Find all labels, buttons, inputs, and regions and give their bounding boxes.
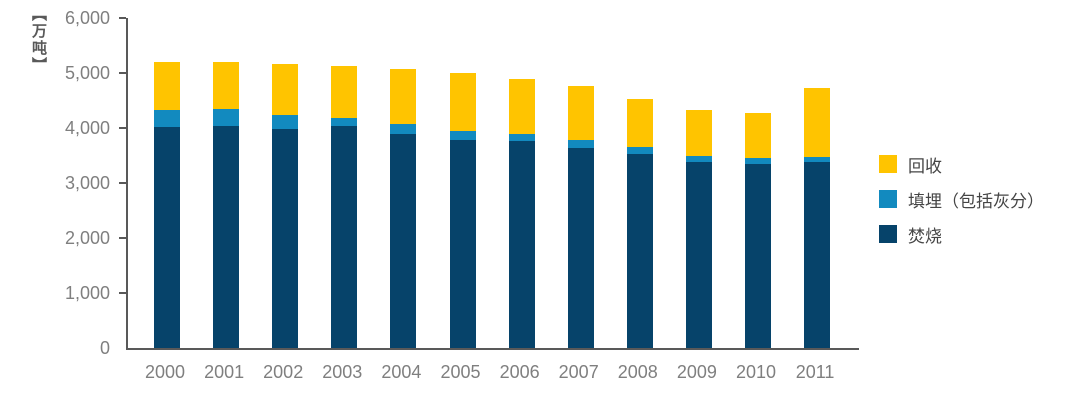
segment-recycling [745,113,771,159]
bar-2004 [390,69,417,348]
segment-incineration [272,128,299,348]
bar-2011 [804,87,831,348]
segment-incineration [508,141,535,348]
legend-entry-landfill: 填埋（包括灰分） [879,190,1044,211]
legend-swatch-recycling [879,155,897,173]
segment-recycling [154,62,180,111]
bar-2003 [331,65,358,348]
legend-entry-recycling: 回收 [879,155,942,176]
y-tick-label: 5,000 [64,63,110,83]
x-axis-label: 2004 [381,362,422,382]
bar-2000 [154,62,180,348]
x-axis-label: 2002 [263,362,304,382]
legend-label-landfill: 填埋（包括灰分） [908,191,1044,211]
segment-landfill [804,156,831,163]
segment-incineration [804,162,831,348]
x-axis-label: 2007 [558,362,599,382]
y-tick-mark [119,292,126,294]
segment-landfill [390,124,417,135]
segment-incineration [154,127,180,348]
y-tick-label: 4,000 [64,118,110,138]
x-axis-label: 2008 [617,362,658,382]
bar-2005 [449,73,476,348]
y-axis-unit-label: 【万吨】 [30,6,47,74]
legend-swatch-incineration [879,225,897,243]
segment-incineration [745,163,771,348]
x-axis-label: 2001 [204,362,245,382]
y-tick-label: 1,000 [64,283,110,303]
bar-2007 [567,86,594,348]
plot-area [119,17,859,350]
y-tick-mark [119,72,126,74]
segment-landfill [685,155,712,162]
segment-landfill [449,131,476,140]
segment-landfill [567,140,594,148]
x-axis-label: 2006 [499,362,540,382]
legend-swatch-landfill [879,190,897,208]
segment-landfill [626,147,653,155]
segment-incineration [685,161,712,348]
segment-incineration [390,134,417,348]
x-axis-label: 2000 [144,362,186,382]
y-tick-label: 6,000 [64,8,110,28]
x-axis-label: 2003 [322,362,363,382]
x-axis-label: 2010 [735,362,777,382]
segment-incineration [626,154,653,348]
legend-label-recycling: 回收 [908,156,942,176]
segment-landfill [508,133,535,142]
segment-recycling [567,86,594,141]
segment-recycling [685,110,712,156]
segment-recycling [331,65,358,118]
segment-recycling [626,98,653,148]
y-tick-mark [119,182,126,184]
segment-landfill [745,158,771,164]
segment-recycling [449,73,476,132]
y-tick-label: 3,000 [64,173,110,193]
segment-landfill [213,109,240,126]
y-tick-mark [119,17,126,19]
x-axis-label: 2011 [795,362,835,382]
segment-landfill [331,117,358,127]
segment-incineration [449,139,476,348]
segment-recycling [272,64,299,116]
bar-2002 [272,64,299,348]
bar-2008 [626,98,653,348]
segment-incineration [213,125,240,348]
y-tick-mark [119,237,126,239]
x-axis-label: 2009 [676,362,717,382]
segment-recycling [804,87,831,157]
y-tick-label: 0 [99,338,110,358]
bar-2001 [213,62,240,348]
legend-entry-incineration: 焚烧 [879,225,942,246]
bar-2006 [508,79,535,348]
segment-recycling [390,69,417,125]
bar-2009 [685,110,712,348]
legend-label-incineration: 焚烧 [908,226,942,246]
y-tick-label: 2,000 [64,228,110,248]
segment-recycling [508,79,535,134]
segment-incineration [331,126,358,348]
segment-incineration [567,147,594,348]
segment-landfill [154,110,180,128]
y-tick-mark [119,127,126,129]
segment-landfill [272,115,299,129]
bar-2010 [745,113,771,348]
x-axis-label: 2005 [440,362,481,382]
segment-recycling [213,62,240,110]
